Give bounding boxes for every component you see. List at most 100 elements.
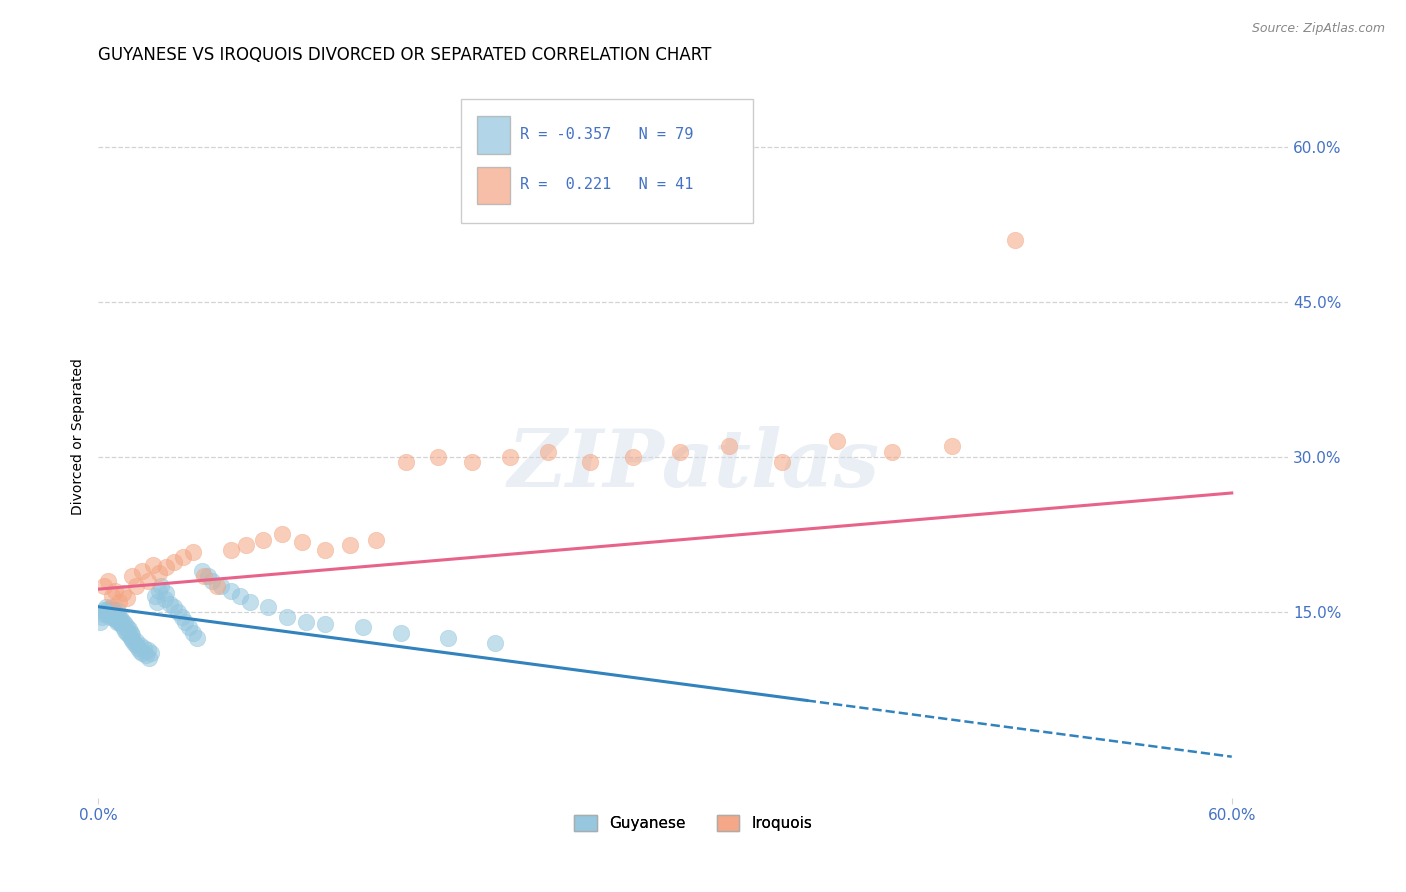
Point <box>219 542 242 557</box>
Point <box>201 574 224 588</box>
Point <box>621 450 644 464</box>
Point <box>129 638 152 652</box>
Point <box>93 603 115 617</box>
Point <box>172 550 194 565</box>
Point <box>104 612 127 626</box>
Point <box>111 586 134 600</box>
Point <box>100 607 122 621</box>
Point <box>669 444 692 458</box>
Point <box>91 610 114 624</box>
Point <box>100 590 122 604</box>
Point <box>104 607 127 621</box>
Point <box>143 590 166 604</box>
Point <box>207 579 229 593</box>
Point <box>98 610 121 624</box>
Point <box>238 594 260 608</box>
Point <box>111 615 134 630</box>
Point <box>105 607 128 621</box>
Point <box>103 610 125 624</box>
Text: ZIPatlas: ZIPatlas <box>508 426 880 504</box>
Point <box>121 627 143 641</box>
Point <box>314 617 336 632</box>
FancyBboxPatch shape <box>477 116 510 153</box>
Point <box>105 615 128 630</box>
Point <box>104 584 127 599</box>
Point <box>110 617 132 632</box>
Point <box>166 605 188 619</box>
Y-axis label: Divorced or Separated: Divorced or Separated <box>72 358 86 515</box>
Point <box>461 455 484 469</box>
Point <box>181 545 204 559</box>
Point <box>295 615 318 630</box>
Point <box>941 439 963 453</box>
Point <box>170 610 193 624</box>
Point <box>257 599 280 614</box>
Legend: Guyanese, Iroquois: Guyanese, Iroquois <box>568 809 818 838</box>
Point <box>770 455 793 469</box>
Point <box>364 533 387 547</box>
Point <box>276 610 298 624</box>
Point <box>118 623 141 637</box>
Point <box>94 599 117 614</box>
Point <box>100 603 122 617</box>
Point <box>114 624 136 638</box>
Point <box>155 586 177 600</box>
Point <box>163 599 186 614</box>
Point <box>114 617 136 632</box>
Text: GUYANESE VS IROQUOIS DIVORCED OR SEPARATED CORRELATION CHART: GUYANESE VS IROQUOIS DIVORCED OR SEPARAT… <box>98 46 711 64</box>
Point <box>103 607 125 621</box>
Point <box>89 615 111 630</box>
Point <box>252 533 274 547</box>
Point <box>186 631 208 645</box>
Point <box>191 564 214 578</box>
Point <box>118 627 141 641</box>
Text: Source: ZipAtlas.com: Source: ZipAtlas.com <box>1251 22 1385 36</box>
Point <box>129 644 152 658</box>
Text: R =  0.221   N = 41: R = 0.221 N = 41 <box>520 178 693 193</box>
Point <box>270 527 292 541</box>
Point <box>1004 233 1026 247</box>
Point <box>484 636 506 650</box>
Point <box>193 568 215 582</box>
Point <box>499 450 522 464</box>
Point <box>125 638 148 652</box>
Point <box>115 591 138 606</box>
Point <box>291 534 314 549</box>
Point <box>110 612 132 626</box>
Point <box>578 455 600 469</box>
Point <box>537 444 560 458</box>
Point <box>155 560 177 574</box>
Point <box>131 646 153 660</box>
Point <box>197 568 219 582</box>
Point <box>120 625 142 640</box>
Point <box>138 651 160 665</box>
Point <box>352 620 374 634</box>
Point <box>181 625 204 640</box>
Point <box>136 643 159 657</box>
Point <box>174 615 197 630</box>
Point <box>111 620 134 634</box>
Point <box>880 444 903 458</box>
Point <box>718 439 741 453</box>
Point <box>235 538 257 552</box>
Point <box>153 592 176 607</box>
FancyBboxPatch shape <box>477 167 510 204</box>
Point <box>115 620 138 634</box>
Point <box>148 566 170 580</box>
Point <box>127 641 149 656</box>
Point <box>105 610 128 624</box>
Point <box>105 603 128 617</box>
Point <box>136 574 159 588</box>
Point <box>209 579 232 593</box>
Point <box>142 558 165 573</box>
Point <box>98 605 121 619</box>
Point <box>108 610 131 624</box>
Point <box>825 434 848 449</box>
Point <box>389 625 412 640</box>
Point <box>314 542 336 557</box>
Point <box>97 607 120 621</box>
Point <box>97 574 120 588</box>
Point <box>219 584 242 599</box>
Point <box>141 646 163 660</box>
FancyBboxPatch shape <box>461 99 754 222</box>
